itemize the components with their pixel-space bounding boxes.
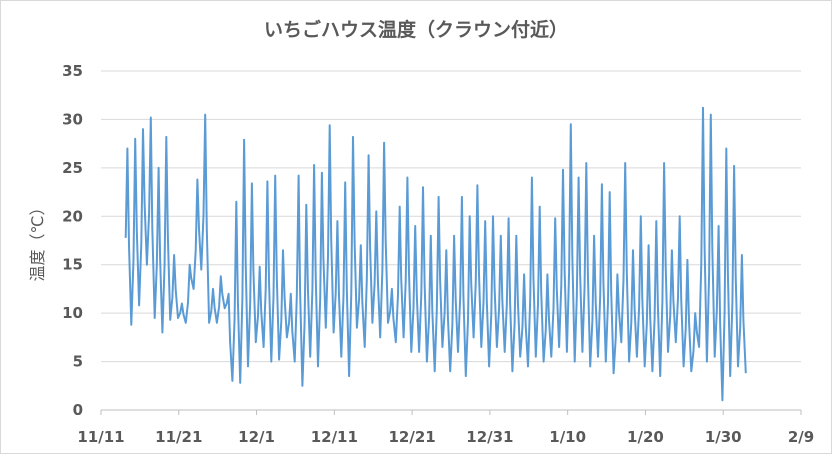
y-tick-label: 20 [62,207,83,225]
x-tick-label: 12/1 [238,428,275,446]
x-tick-label: 1/10 [549,428,586,446]
y-axis-ticks: 0 5 10 15 20 25 30 35 [62,62,83,419]
chart-title: いちごハウス温度（クラウン付近） [263,19,568,41]
y-axis-title: 温度（℃） [28,200,47,282]
y-tick-label: 25 [62,159,83,177]
x-axis-ticks: 11/11 11/21 12/1 12/11 12/21 12/31 1/10 1/20 1/3… [77,410,814,446]
x-tick-label: 11/21 [155,428,202,446]
x-tick-label: 1/30 [705,428,742,446]
x-tick-label: 1/20 [627,428,664,446]
y-tick-label: 15 [62,256,83,274]
y-tick-label: 35 [62,62,83,80]
y-tick-label: 5 [73,353,83,371]
x-tick-label: 12/31 [466,428,513,446]
x-tick-label: 11/11 [77,428,124,446]
x-tick-label: 12/21 [388,428,435,446]
series-layer [124,106,747,402]
y-tick-label: 10 [62,304,83,322]
x-tick-label: 12/11 [311,428,358,446]
y-tick-label: 0 [73,401,83,419]
series-line-0 [124,106,747,402]
y-tick-label: 30 [62,110,83,128]
x-tick-label: 2/9 [788,428,814,446]
